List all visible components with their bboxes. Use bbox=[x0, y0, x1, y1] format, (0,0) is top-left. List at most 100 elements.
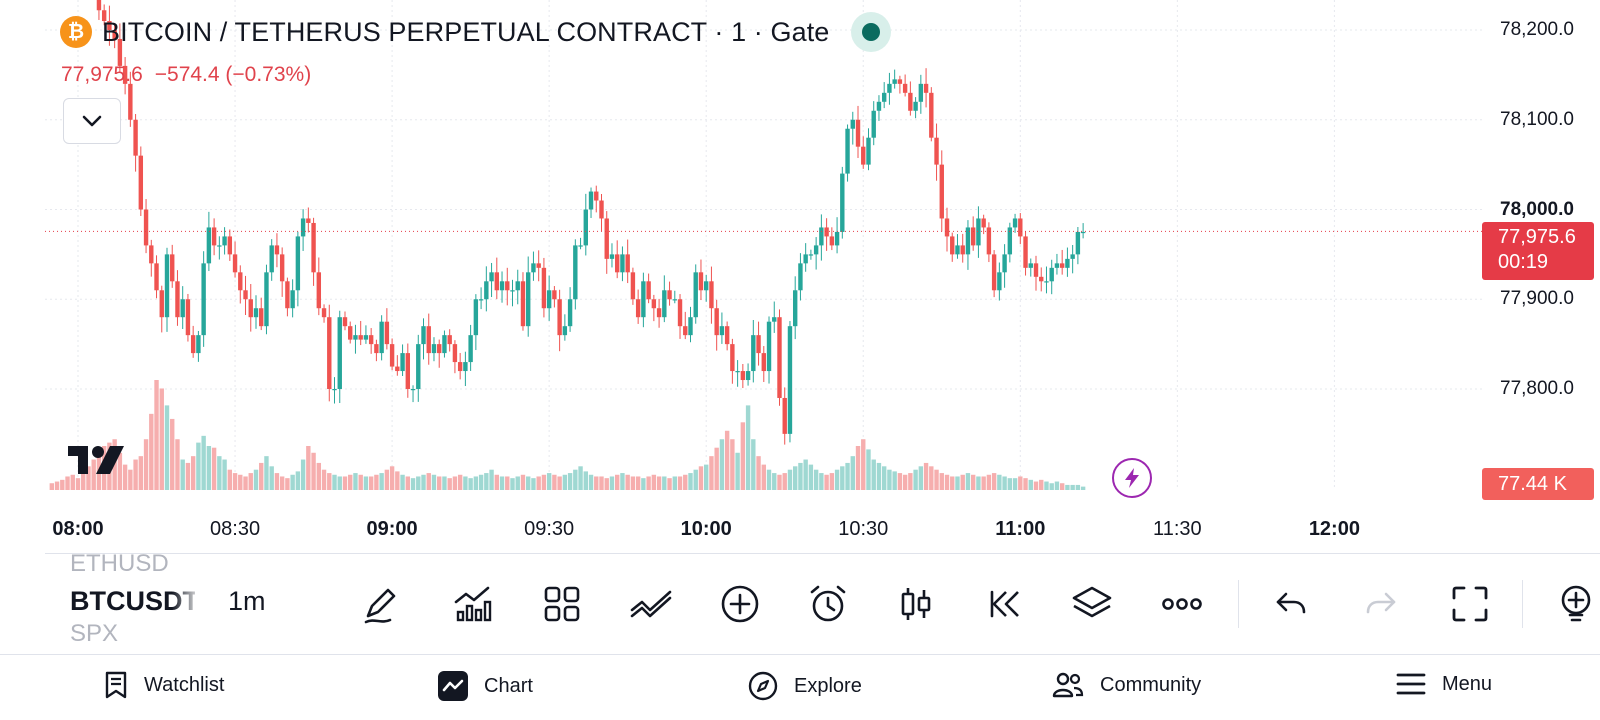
candle-body bbox=[133, 119, 138, 156]
candle-body bbox=[1075, 231, 1081, 255]
volume-bar bbox=[950, 476, 955, 490]
candle-body bbox=[840, 173, 845, 232]
candle-body bbox=[416, 344, 421, 389]
volume-bar bbox=[976, 476, 981, 490]
candle-body bbox=[761, 353, 766, 372]
nav-menu[interactable]: Menu bbox=[1396, 671, 1492, 697]
candle-body bbox=[730, 344, 735, 372]
volume-bar bbox=[840, 466, 845, 490]
candles-icon[interactable] bbox=[894, 582, 938, 626]
volume-bar bbox=[405, 476, 411, 490]
undo-icon[interactable] bbox=[1270, 582, 1314, 626]
indicators-icon[interactable] bbox=[450, 582, 494, 626]
fullscreen-icon[interactable] bbox=[1448, 582, 1492, 626]
more-icon[interactable] bbox=[1160, 582, 1204, 626]
candle-body bbox=[724, 326, 730, 345]
interval-button[interactable]: 1m bbox=[228, 586, 266, 616]
volume-bar bbox=[143, 439, 149, 490]
pencil-icon[interactable] bbox=[358, 582, 402, 626]
candle-body bbox=[384, 321, 390, 345]
candle-body bbox=[227, 236, 233, 255]
candle-body bbox=[813, 245, 819, 255]
candle-body bbox=[149, 245, 154, 264]
price-tick-label: 78,100.0 bbox=[1500, 108, 1574, 130]
watchlist-icon bbox=[105, 671, 127, 699]
volume-bar bbox=[332, 474, 337, 490]
volume-bar bbox=[1070, 484, 1075, 490]
candle-body bbox=[348, 326, 353, 340]
market-open-indicator[interactable] bbox=[851, 12, 892, 52]
volume-bar bbox=[70, 474, 75, 490]
volume-bar bbox=[86, 466, 91, 490]
volume-bar bbox=[881, 466, 887, 490]
candle-body bbox=[457, 362, 463, 372]
candle-body bbox=[389, 344, 395, 367]
collapse-legend-button[interactable] bbox=[63, 98, 121, 144]
candle-body bbox=[264, 272, 269, 327]
candle-body bbox=[777, 317, 782, 398]
volume-bar bbox=[243, 476, 248, 490]
nav-explore[interactable]: Explore bbox=[748, 671, 862, 701]
symbol-prev[interactable]: ETHUSD bbox=[70, 550, 169, 577]
price-quote: 77,975.6 −574.4 (−0.73%) bbox=[61, 63, 311, 87]
symbol-header: ₿ BITCOIN / TETHERUS PERPETUAL CONTRACT … bbox=[60, 12, 892, 52]
volume-bar bbox=[813, 469, 819, 490]
volume-bar bbox=[363, 476, 369, 490]
candle-body bbox=[405, 353, 411, 389]
replay-icon[interactable] bbox=[982, 582, 1026, 626]
volume-bar bbox=[494, 474, 499, 490]
candle-body bbox=[740, 371, 746, 381]
compare-icon[interactable] bbox=[630, 582, 674, 626]
candle-body bbox=[232, 254, 238, 273]
candle-body bbox=[494, 272, 499, 291]
realtime-data-button[interactable] bbox=[1112, 458, 1152, 498]
nav-community[interactable]: Community bbox=[1052, 671, 1201, 699]
volume-bar bbox=[473, 476, 479, 490]
volume-bar bbox=[829, 473, 835, 490]
candle-body bbox=[400, 353, 405, 372]
volume-bar bbox=[704, 464, 709, 490]
volume-bar bbox=[766, 469, 772, 490]
candle-body bbox=[1054, 263, 1060, 268]
volume-bar bbox=[510, 478, 515, 490]
nav-chart[interactable]: Chart bbox=[438, 671, 533, 701]
volume-bar bbox=[1075, 484, 1081, 490]
volume-bar bbox=[196, 442, 201, 490]
candle-body bbox=[201, 263, 206, 336]
candle-body bbox=[970, 227, 976, 246]
nav-label: Explore bbox=[794, 674, 862, 697]
candle-body bbox=[578, 245, 583, 247]
toolbar-separator bbox=[1238, 580, 1239, 628]
nav-watchlist[interactable]: Watchlist bbox=[104, 671, 224, 699]
volume-bar bbox=[552, 474, 557, 490]
time-tick-label: 08:00 bbox=[52, 518, 104, 540]
redo-icon[interactable] bbox=[1358, 582, 1402, 626]
symbol-next[interactable]: SPX bbox=[70, 620, 119, 647]
candle-body bbox=[306, 218, 311, 223]
candle-body bbox=[1002, 254, 1007, 273]
volume-bar bbox=[442, 476, 447, 490]
candle-body bbox=[489, 272, 494, 282]
volume-bar bbox=[279, 476, 285, 490]
candle-body bbox=[332, 389, 337, 391]
candle-body bbox=[1039, 276, 1044, 282]
volume-bar bbox=[991, 473, 997, 490]
candlestick-chart[interactable] bbox=[0, 0, 1600, 548]
alert-icon[interactable] bbox=[806, 582, 850, 626]
candle-body bbox=[164, 254, 170, 318]
layers-icon[interactable] bbox=[1070, 582, 1114, 626]
candle-body bbox=[834, 231, 840, 246]
candle-body bbox=[646, 281, 651, 300]
symbol-title[interactable]: BITCOIN / TETHERUS PERPETUAL CONTRACT · … bbox=[102, 16, 830, 47]
layouts-icon[interactable] bbox=[540, 582, 584, 626]
volume-bar bbox=[379, 473, 384, 490]
chart-area[interactable]: ₿ BITCOIN / TETHERUS PERPETUAL CONTRACT … bbox=[0, 0, 1600, 548]
candle-body bbox=[677, 299, 683, 327]
candle-body bbox=[913, 101, 918, 111]
volume-bar bbox=[1044, 481, 1049, 490]
ideas-icon[interactable] bbox=[1554, 582, 1598, 626]
volume-bar bbox=[526, 476, 531, 490]
add-icon[interactable] bbox=[718, 582, 762, 626]
volume-bar bbox=[437, 476, 442, 490]
candle-body bbox=[515, 281, 520, 291]
